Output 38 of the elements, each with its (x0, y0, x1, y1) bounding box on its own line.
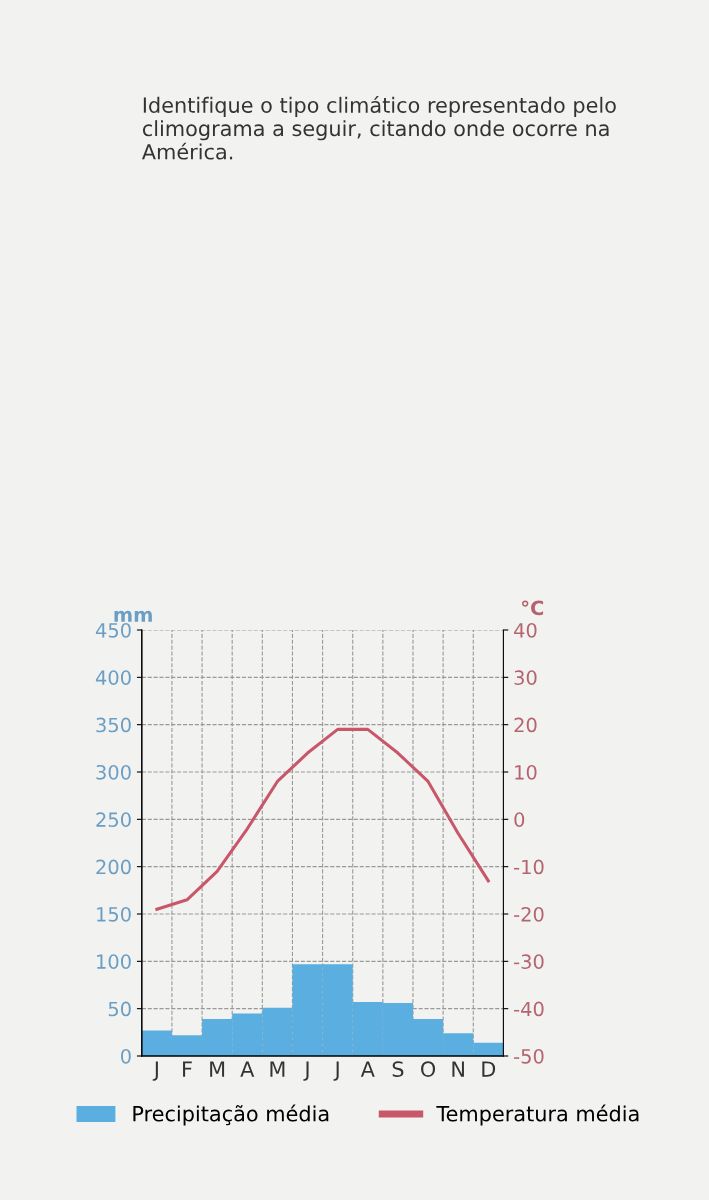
x-tick-label: M (210, 1061, 225, 1077)
x-tick-label: J (303, 1061, 309, 1081)
y-tick-label: 0 (120, 1048, 131, 1064)
x-tick-label: S (392, 1061, 404, 1077)
line-series (155, 727, 490, 911)
x-tick-label: J (333, 1061, 339, 1081)
x-tick-label: A (360, 1061, 375, 1077)
x-tick-label: O (421, 1061, 436, 1077)
y-tick-label: 250 (96, 812, 131, 827)
y2-tick-label: 20 (514, 717, 537, 733)
x-tick-label: M (270, 1061, 285, 1077)
x-tick-label: F (183, 1061, 192, 1077)
legend-label: Precipitação média (133, 1104, 329, 1126)
y2-tick-label: -30 (514, 954, 544, 969)
chart-title: Identifique o tipo climático representado pelo climograma a seguir, citando onde ocorre na América. (141, 96, 616, 160)
y2-tick-label: -50 (514, 1048, 544, 1064)
y2-tick-label: 10 (515, 764, 537, 780)
legend-label: Temperatura média (436, 1104, 639, 1126)
y2-tick-label: 30 (514, 670, 537, 685)
y-tick-label: 300 (96, 764, 131, 780)
y-tick-label: 200 (96, 859, 131, 875)
y2-tick-label: -10 (514, 859, 544, 875)
y-tick-label: 50 (108, 1001, 131, 1017)
x-tick-label: D (482, 1061, 496, 1077)
y2-tick-label: 40 (514, 622, 537, 638)
y2-tick-label: 0 (514, 812, 525, 827)
y2-axis-title: °C (522, 600, 544, 616)
y-tick-label: 450 (95, 622, 131, 638)
y-tick-label: 100 (97, 954, 131, 969)
y2-tick-label: -40 (514, 1001, 544, 1017)
y-axis-title: mm (114, 610, 152, 622)
x-tick-label: J (152, 1061, 158, 1081)
y-tick-label: 350 (96, 717, 131, 733)
x-tick-label: A (240, 1061, 255, 1077)
x-tick-label: N (452, 1061, 464, 1077)
y-tick-label: 150 (97, 906, 131, 922)
y2-tick-label: -20 (514, 906, 544, 922)
y-tick-label: 400 (95, 670, 131, 685)
